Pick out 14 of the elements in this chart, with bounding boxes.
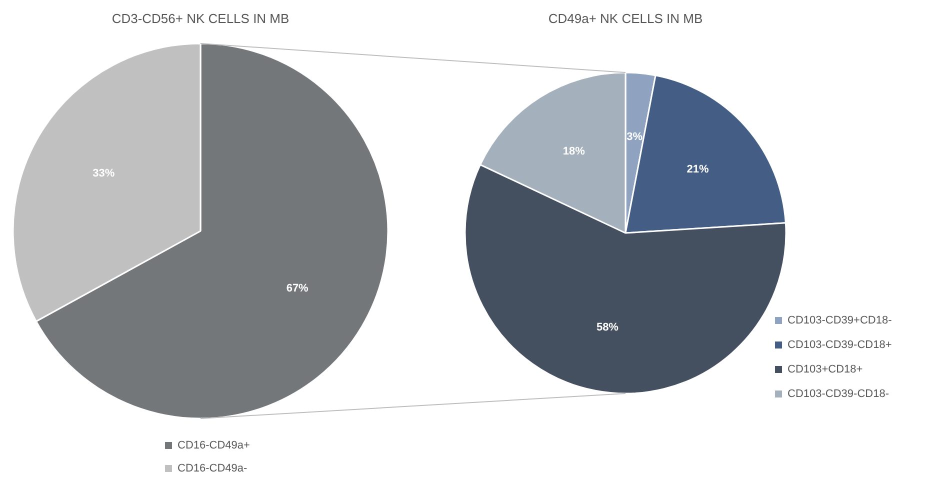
data-label: 18% [562,146,586,158]
data-label: 33% [92,168,115,180]
chart-title: CD3-CD56+ NK CELLS IN MB [112,11,290,26]
legend-label: CD16-CD49a- [178,462,248,474]
legend-label: CD103+CD18+ [788,364,863,376]
legend-label: CD103-CD39+CD18- [788,314,892,326]
data-label: 58% [596,322,619,334]
data-label: 21% [686,163,709,176]
data-label: 67% [286,282,309,294]
legend-label: CD16-CD49a+ [178,440,250,452]
legend-label: CD103-CD39-CD18+ [788,339,892,351]
chart-title: CD49a+ NK CELLS IN MB [548,11,703,26]
legend-label: CD103-CD39-CD18- [788,388,890,400]
data-label: 3% [626,131,643,144]
